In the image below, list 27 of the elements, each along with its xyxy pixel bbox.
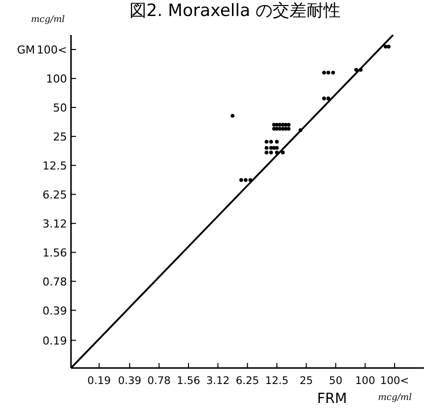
x-tick-label: 50 (329, 375, 342, 387)
y-tick-label: 6.25 (42, 188, 67, 202)
x-tick-label: 12.5 (265, 375, 289, 387)
y-tick-label: 1.56 (42, 246, 67, 260)
y-tick-label: 100 (46, 72, 67, 86)
y-tick-label: 12.5 (42, 159, 67, 172)
x-tick-label: 0.39 (118, 375, 142, 387)
x-tick-label: 25 (300, 375, 313, 387)
x-tick-label: 0.78 (147, 375, 171, 387)
y-tick-label: 3.12 (42, 217, 67, 230)
x-tick-label: 3.12 (206, 375, 230, 387)
y-tick-label: 0.39 (42, 304, 67, 318)
chart-title: 図2. Moraxella の交差耐性 (129, 1, 341, 21)
y-tick-label: 0.19 (42, 334, 67, 348)
x-tick-label: 0.19 (87, 375, 111, 387)
x-tick-label: 100< (380, 375, 409, 387)
y-axis-title: GM (16, 44, 35, 57)
y-tick-label: 25 (53, 130, 67, 144)
x-tick-label: 1.56 (176, 375, 200, 387)
y-tick-label: 50 (53, 101, 67, 114)
text: mcg/ml (31, 15, 65, 25)
x-tick-label: 6.25 (236, 375, 260, 387)
y-tick-label: 100< (36, 44, 67, 57)
y-tick-label: 0.78 (42, 275, 67, 288)
x-axis-title: FRM (317, 391, 347, 407)
text: mcg/ml (378, 393, 412, 403)
x-tick-label: 100 (355, 375, 376, 387)
